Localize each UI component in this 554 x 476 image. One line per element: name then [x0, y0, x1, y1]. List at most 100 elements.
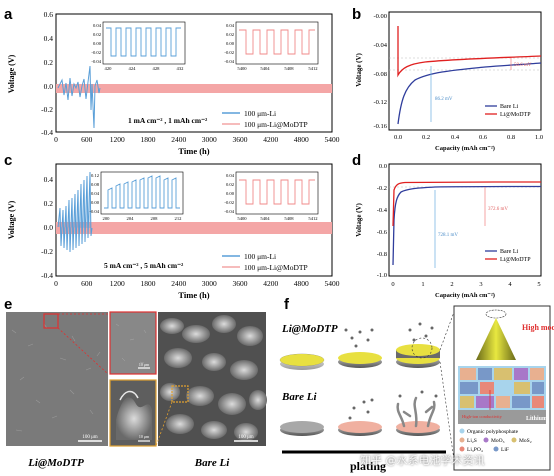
tick-label: 1.0: [535, 134, 543, 141]
tick-label: 5400: [325, 279, 340, 288]
tick-label: LiF: [501, 447, 509, 453]
a-trace-bare: [57, 65, 101, 129]
d-xlabel: Capacity (mAh cm⁻²): [435, 292, 495, 299]
a-condition: 1 mA cm⁻² , 1 mAh cm⁻²: [128, 116, 208, 125]
f-plating: plating: [350, 459, 386, 473]
b-ylabel: Voltage (V): [355, 52, 363, 86]
c-legend-modtp: 100 μm-Li@MoDTP: [244, 263, 308, 272]
tick-label: 5400: [237, 66, 247, 71]
tick-label: 424: [129, 66, 137, 71]
tick-label: MoO₃: [491, 438, 505, 444]
tick-label: Li@MoDTP: [500, 257, 531, 263]
tick-label: 0.12: [91, 173, 100, 178]
panel-a-label: a: [4, 6, 13, 23]
tick-label: 4200: [263, 279, 278, 288]
tick-label: 0.00: [91, 200, 100, 205]
a-legend-bare: 100 μm-Li: [244, 109, 276, 118]
tick-label: 5412: [308, 216, 318, 221]
panel-c-chart: 0.4 0.2 0.0 -0.2 -0.4 Voltage (V) 0 600 …: [7, 163, 340, 300]
c-xlabel: Time (h): [178, 290, 209, 300]
f-high-modulus: High modulus: [522, 323, 554, 332]
tick-label: 0.04: [93, 23, 102, 28]
a-xtick-1: 600: [81, 135, 93, 144]
e-inset-top: [109, 311, 157, 375]
tick-label: -0.00: [373, 13, 387, 20]
f-row2-label: Bare Li: [281, 391, 317, 403]
tick-label: 200: [103, 216, 111, 221]
tick-label: 0.02: [93, 32, 102, 37]
panel-a-frame: [55, 13, 333, 133]
tick-label: 428: [153, 66, 161, 71]
tick-label: Li₂S: [467, 438, 477, 444]
panel-c-label: c: [4, 152, 13, 169]
tick-label: 10 μm: [139, 434, 150, 439]
panel-d-label: d: [352, 152, 362, 169]
tick-label: 0: [54, 279, 58, 288]
a-ytick-2: 0.2: [44, 58, 54, 67]
tick-label: 3600: [233, 279, 248, 288]
b-ann-red: 50.6 mV: [514, 63, 532, 68]
tick-label: -0.02: [91, 50, 101, 55]
e-sem-left: [6, 312, 108, 446]
tick-label: -0.2: [377, 185, 387, 192]
b-line-bare: [397, 62, 542, 125]
tick-label: 432: [177, 66, 185, 71]
panel-d-chart: 0.0 -0.2 -0.4 -0.6 -0.8 -1.0 Voltage (V)…: [355, 163, 542, 299]
d-ann-blue: 728.1 mV: [438, 233, 458, 238]
tick-label: 5404: [260, 66, 270, 71]
tick-label: 212: [175, 216, 183, 221]
tick-label: 0.8: [507, 134, 515, 141]
c-trace-bare: [57, 171, 93, 253]
panel-e-sem: 100 μm 10 μm 10 μm 100 μm Li@MoDTP Bare …: [6, 311, 267, 469]
tick-label: 204: [127, 216, 135, 221]
tick-label: 0.4: [451, 134, 460, 141]
b-xlabel: Capacity (mAh cm⁻²): [435, 145, 495, 152]
tick-label: 0.6: [479, 134, 488, 141]
b-ann-blue: 86.2 mV: [435, 97, 453, 102]
a-xtick-6: 3600: [233, 135, 248, 144]
tick-label: 4: [508, 281, 512, 288]
tick-label: 10 μm: [139, 362, 150, 367]
d-line-modtp: [392, 181, 542, 227]
tick-label: 3: [479, 281, 482, 288]
tick-label: -1.0: [377, 272, 387, 279]
tick-label: 0.02: [226, 32, 235, 37]
tick-label: 0.0: [44, 223, 54, 232]
d-ann-red: 372.6 mV: [488, 207, 508, 212]
tick-label: 0.4: [44, 175, 54, 184]
f-legend: Organic polyphosphate Li₂S MoO₃ MoS₂ Li₃…: [459, 428, 532, 453]
tick-label: -0.04: [373, 42, 387, 49]
panel-b-chart: -0.00 -0.04 -0.08 -0.12 -0.16 Voltage (V…: [355, 11, 543, 152]
tick-label: 0.00: [226, 41, 235, 46]
tick-label: 0.04: [226, 23, 235, 28]
tick-label: Li₃PO₄: [467, 447, 483, 453]
panel-b-label: b: [352, 6, 362, 23]
e-scale-right: 100 μm: [238, 435, 253, 440]
a-ytick-5: -0.4: [41, 128, 53, 137]
panel-a-xticks: 0 600 1200 1800 2400 3000 3600 4200 4800…: [54, 135, 340, 144]
a-inset-2: 0.04 0.02 0.00 -0.02 -0.04 5400 5404 540…: [224, 21, 319, 71]
tick-label: 0: [391, 281, 394, 288]
tick-label: Organic polyphosphate: [467, 429, 519, 435]
tick-label: 0.00: [93, 41, 102, 46]
panel-e-label: e: [4, 296, 13, 313]
a-xlabel: Time (h): [178, 146, 209, 156]
tick-label: 0.0: [394, 134, 402, 141]
tick-label: 1: [421, 281, 424, 288]
panel-f-schematic: Li@MoDTP Bare Li: [279, 305, 554, 473]
b-line-modtp: [397, 26, 542, 78]
f-row1-disks: [279, 322, 440, 370]
f-high-ion: High-ion conductivity: [462, 414, 503, 419]
tick-label: 0.04: [226, 173, 235, 178]
tick-label: 2: [450, 281, 453, 288]
f-lithium-layer: [458, 410, 546, 424]
f-lithium: Lithium: [526, 416, 547, 422]
a-ytick-1: 0.4: [44, 34, 54, 43]
a-xtick-5: 3000: [202, 135, 217, 144]
a-ytick-0: 0.6: [44, 10, 54, 19]
tick-label: -0.02: [224, 200, 234, 205]
tick-label: 5408: [284, 66, 294, 71]
tick-label: -0.6: [377, 229, 388, 236]
tick-label: 5: [537, 281, 540, 288]
c-inset-2: 0.04 0.02 0.00 -0.02 -0.04 5400 5404 540…: [224, 171, 319, 221]
